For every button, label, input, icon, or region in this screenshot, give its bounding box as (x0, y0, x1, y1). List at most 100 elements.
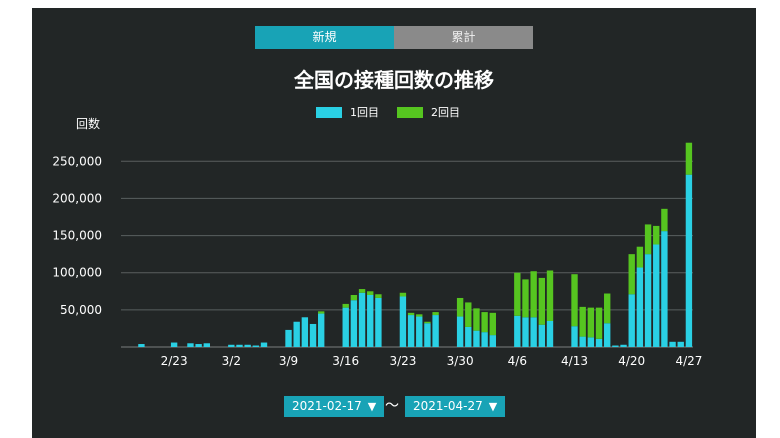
bar-first-dose (195, 344, 202, 347)
x-tick-label: 4/20 (618, 354, 645, 368)
legend-label-first-dose: 1回目 (350, 106, 379, 119)
chevron-down-icon: ▼ (488, 400, 498, 413)
bar-second-dose (416, 314, 423, 317)
tab-cumulative[interactable]: 累計 (394, 26, 533, 49)
bar-second-dose (595, 307, 603, 339)
bar-second-dose (522, 279, 529, 318)
bar-first-dose (260, 342, 268, 347)
bar-second-dose (473, 308, 480, 331)
bar-first-dose (416, 316, 423, 347)
bar-first-dose (669, 341, 676, 347)
bar-first-dose (309, 323, 317, 347)
bar-first-dose (538, 324, 546, 347)
chart-legend: 1回目 2回目 (316, 104, 478, 120)
y-tick-label: 150,000 (52, 229, 102, 243)
bar-second-dose (538, 277, 546, 325)
y-tick-label: 50,000 (60, 303, 102, 317)
bar-second-dose (375, 294, 382, 298)
bar-first-dose (203, 343, 210, 347)
x-tick-label: 4/27 (675, 354, 702, 368)
bar-second-dose (399, 292, 407, 297)
bar-second-dose (644, 224, 652, 255)
legend-swatch-second-dose (397, 106, 423, 118)
bar-first-dose (677, 341, 684, 347)
bar-first-dose (514, 315, 521, 347)
bar-second-dose (456, 297, 464, 317)
bar-first-dose (358, 292, 366, 347)
bar-first-dose (138, 344, 145, 347)
y-axis-label: 回数 (76, 116, 100, 131)
y-tick-label: 200,000 (52, 191, 102, 205)
end-date-select[interactable]: 2021-04-27 ▼ (405, 396, 506, 417)
start-date-value: 2021-02-17 (292, 399, 362, 413)
x-tick-label: 4/13 (561, 354, 588, 368)
bar-first-dose (342, 307, 349, 347)
bar-second-dose (661, 208, 668, 232)
bar-second-dose (350, 295, 358, 301)
bar-second-dose (514, 272, 521, 316)
bar-first-dose (587, 337, 595, 347)
bar-second-dose (367, 291, 374, 295)
bar-first-dose (628, 294, 635, 347)
bar-first-dose (636, 267, 644, 347)
bar-second-dose (587, 307, 595, 338)
bar-first-dose (293, 321, 300, 347)
bar-first-dose (653, 244, 660, 347)
x-tick-label: 3/16 (332, 354, 359, 368)
legend-item-first-dose[interactable]: 1回目 (316, 104, 379, 120)
bar-first-dose (530, 317, 537, 347)
bar-second-dose (432, 312, 439, 316)
y-tick-label: 250,000 (52, 154, 102, 168)
chart-panel: 新規 累計 全国の接種回数の推移 1回目 2回目 回数 50,000 100,000… (32, 8, 756, 438)
bar-second-dose (318, 311, 325, 314)
bar-second-dose (407, 312, 415, 316)
bar-first-dose (612, 345, 619, 347)
bar-second-dose (530, 271, 537, 318)
bar-first-dose (481, 332, 488, 347)
tab-new[interactable]: 新規 (255, 26, 394, 49)
x-tick-label: 3/30 (447, 354, 474, 368)
bar-second-dose (604, 293, 611, 324)
bar-second-dose (424, 321, 431, 324)
bar-chart: 回数 50,000 100,000 150,000 200,000 250,000 2/23… (52, 116, 702, 368)
legend-item-second-dose[interactable]: 2回目 (397, 104, 460, 120)
x-tick-label: 3/9 (279, 354, 298, 368)
bar-second-dose (571, 274, 578, 327)
bar-first-dose (252, 345, 260, 347)
range-separator: ～ (385, 398, 399, 414)
bar-first-dose (456, 316, 464, 347)
x-tick-label: 2/23 (161, 354, 188, 368)
start-date-select[interactable]: 2021-02-17 ▼ (284, 396, 385, 417)
bar-first-dose (399, 296, 407, 347)
bar-first-dose (236, 344, 243, 347)
bar-first-dose (522, 317, 529, 347)
bar-second-dose (489, 312, 496, 336)
bar-first-dose (170, 342, 178, 347)
bar-first-dose (187, 343, 194, 347)
bar-second-dose (546, 270, 554, 321)
bar-first-dose (244, 344, 251, 347)
bar-first-dose (350, 300, 358, 347)
bar-second-dose (636, 246, 644, 268)
bar-second-dose (358, 289, 366, 293)
bar-first-dose (424, 323, 431, 347)
bar-second-dose (653, 225, 660, 245)
bar-first-dose (644, 254, 652, 347)
bar-second-dose (685, 142, 693, 175)
y-tick-label: 100,000 (52, 266, 102, 280)
bar-first-dose (228, 344, 235, 347)
bar-second-dose (579, 306, 586, 337)
bar-first-dose (318, 313, 325, 347)
view-tabs: 新規 累計 (255, 26, 533, 49)
bar-first-dose (604, 323, 611, 347)
bar-first-dose (375, 297, 382, 347)
legend-swatch-first-dose (316, 106, 342, 118)
bar-first-dose (546, 321, 554, 347)
bar-first-dose (407, 315, 415, 347)
bar-first-dose (367, 295, 374, 347)
bar-second-dose (481, 312, 488, 333)
bar-first-dose (571, 326, 578, 347)
bar-second-dose (628, 254, 635, 295)
x-tick-label: 4/6 (508, 354, 527, 368)
chart-title: 全国の接種回数の推移 (294, 68, 494, 92)
